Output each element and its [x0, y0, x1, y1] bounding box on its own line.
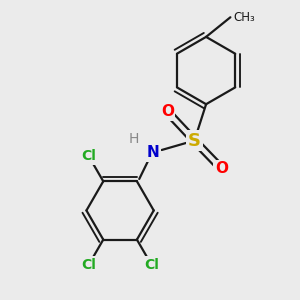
- Text: N: N: [147, 145, 160, 160]
- Text: O: O: [161, 104, 174, 119]
- Text: H: H: [128, 132, 139, 146]
- Text: Cl: Cl: [81, 149, 96, 163]
- Text: Cl: Cl: [144, 258, 159, 272]
- Text: Cl: Cl: [81, 258, 96, 272]
- Text: O: O: [215, 161, 228, 176]
- Text: CH₃: CH₃: [233, 11, 255, 24]
- Text: S: S: [188, 132, 201, 150]
